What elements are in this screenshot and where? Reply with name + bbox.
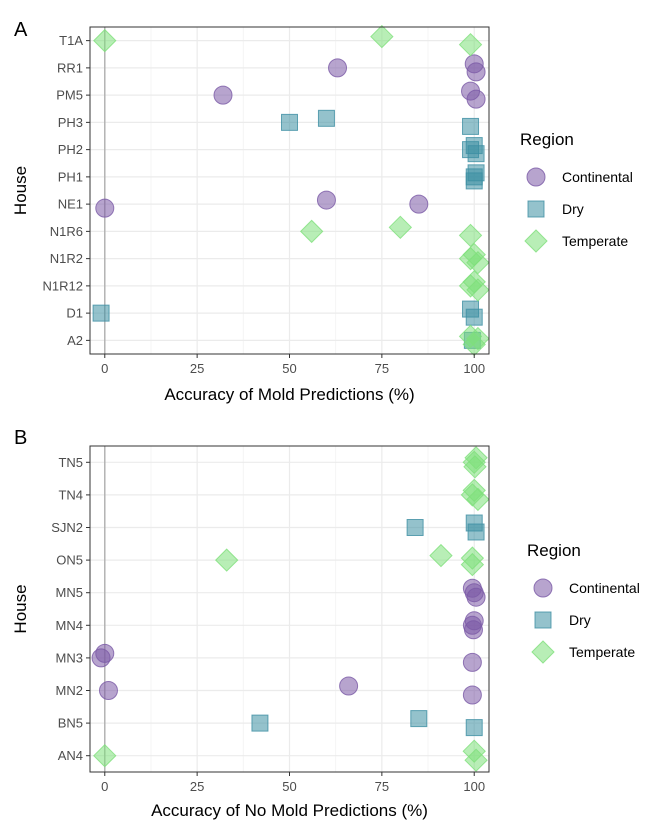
point-temperate — [429, 543, 453, 568]
y-tick-label: MN5 — [56, 585, 83, 600]
y-axis-title: House — [11, 584, 30, 633]
x-tick-label: 100 — [463, 779, 485, 794]
point-continental — [328, 58, 348, 78]
y-tick-label: D1 — [66, 306, 83, 321]
point-temperate — [531, 640, 555, 664]
y-tick-label: MN4 — [56, 618, 83, 633]
point-continental — [526, 167, 546, 187]
point-continental — [339, 676, 359, 696]
x-axis-title: Accuracy of No Mold Predictions (%) — [151, 801, 428, 820]
point-dry — [465, 172, 483, 190]
x-tick-label: 75 — [375, 361, 389, 376]
legend-label: Temperate — [569, 644, 635, 660]
point-continental — [98, 681, 118, 700]
x-tick-label: 0 — [101, 779, 108, 794]
y-tick-label: N1R12 — [43, 278, 83, 293]
panel-a: T1A RR1 PM5 PH3 PH2 PH1 NE1 N1R6 N1R2 N1R12 D1 A2 0 2… — [11, 19, 633, 404]
point-continental — [466, 89, 486, 109]
legend-label: Continental — [562, 169, 633, 185]
point-continental — [95, 643, 115, 663]
point-temperate — [458, 223, 483, 248]
legend-label: Temperate — [562, 233, 628, 249]
point-dry — [92, 304, 110, 322]
point-dry — [467, 145, 485, 163]
y-tick-label: RR1 — [57, 60, 83, 75]
point-temperate — [299, 219, 324, 244]
point-continental — [213, 85, 233, 105]
point-continental — [533, 578, 553, 598]
point-dry — [467, 523, 485, 541]
y-tick-label: T1A — [59, 33, 83, 48]
legend-label: Dry — [562, 201, 584, 217]
legend-label: Dry — [569, 612, 591, 628]
y-tick-label: AN4 — [58, 748, 83, 763]
point-temperate — [466, 487, 490, 512]
y-tick-label: MN2 — [56, 683, 83, 698]
x-tick-label: 25 — [190, 779, 204, 794]
legend: Region Continental Dry Temperate — [520, 130, 633, 255]
point-temperate — [388, 215, 413, 240]
y-tick-label: SJN2 — [51, 520, 83, 535]
y-tick-label: PH2 — [58, 142, 83, 157]
y-tick-label: N1R2 — [50, 251, 83, 266]
point-continental — [466, 587, 486, 607]
point-temperate — [93, 743, 117, 768]
point-continental — [409, 194, 429, 214]
point-temperate — [214, 548, 239, 572]
point-temperate — [463, 455, 487, 479]
point-dry — [281, 113, 298, 131]
point-dry — [527, 200, 545, 218]
y-axis-title: House — [11, 166, 30, 215]
y-tick-label: BN5 — [58, 716, 83, 731]
point-dry — [465, 719, 483, 737]
point-dry — [534, 611, 552, 629]
x-tick-label: 50 — [282, 779, 296, 794]
point-continental — [462, 685, 482, 705]
point-temperate — [466, 278, 490, 302]
point-temperate — [93, 28, 117, 53]
point-dry — [462, 117, 480, 135]
x-axis-title: Accuracy of Mold Predictions (%) — [164, 385, 414, 404]
y-tick-label: ON5 — [56, 553, 83, 568]
y-tick-label: PH3 — [58, 115, 83, 130]
y-tick-label: TN4 — [58, 487, 83, 502]
point-continental — [462, 652, 482, 672]
panel-letter: A — [14, 19, 28, 41]
x-tick-label: 25 — [190, 361, 204, 376]
point-continental — [466, 62, 486, 82]
x-tick-label: 0 — [101, 361, 108, 376]
point-temperate — [464, 748, 488, 772]
point-continental — [463, 620, 483, 640]
point-temperate — [466, 250, 490, 275]
point-dry — [406, 519, 424, 536]
legend-title: Region — [520, 130, 574, 149]
point-temperate — [460, 546, 485, 570]
point-dry — [465, 308, 483, 326]
point-dry — [410, 710, 428, 728]
legend-title: Region — [527, 541, 581, 560]
point-dry — [251, 714, 269, 732]
x-tick-label: 50 — [282, 361, 296, 376]
point-temperate — [370, 24, 394, 49]
panel-b: TN5 TN4 SJN2 ON5 MN5 MN4 MN3 MN2 BN5 AN4 0 25 50 75 10… — [11, 427, 640, 820]
y-tick-label: N1R6 — [50, 224, 83, 239]
x-tick-label: 75 — [375, 779, 389, 794]
y-tick-label: MN3 — [56, 650, 83, 665]
point-temperate — [458, 32, 483, 57]
panel-letter: B — [14, 427, 27, 449]
point-dry — [317, 109, 335, 127]
y-tick-label: NE1 — [58, 197, 83, 212]
y-tick-label: TN5 — [58, 455, 83, 470]
legend: Region Continental Dry Temperate — [527, 541, 640, 666]
point-continental — [95, 198, 115, 218]
x-tick-label: 100 — [463, 361, 485, 376]
point-temperate — [466, 326, 490, 351]
point-continental — [316, 190, 336, 210]
y-tick-label: PH1 — [58, 169, 83, 184]
point-temperate — [524, 229, 548, 253]
legend-label: Continental — [569, 580, 640, 596]
y-tick-label: A2 — [67, 333, 83, 348]
y-tick-label: PM5 — [56, 88, 83, 103]
